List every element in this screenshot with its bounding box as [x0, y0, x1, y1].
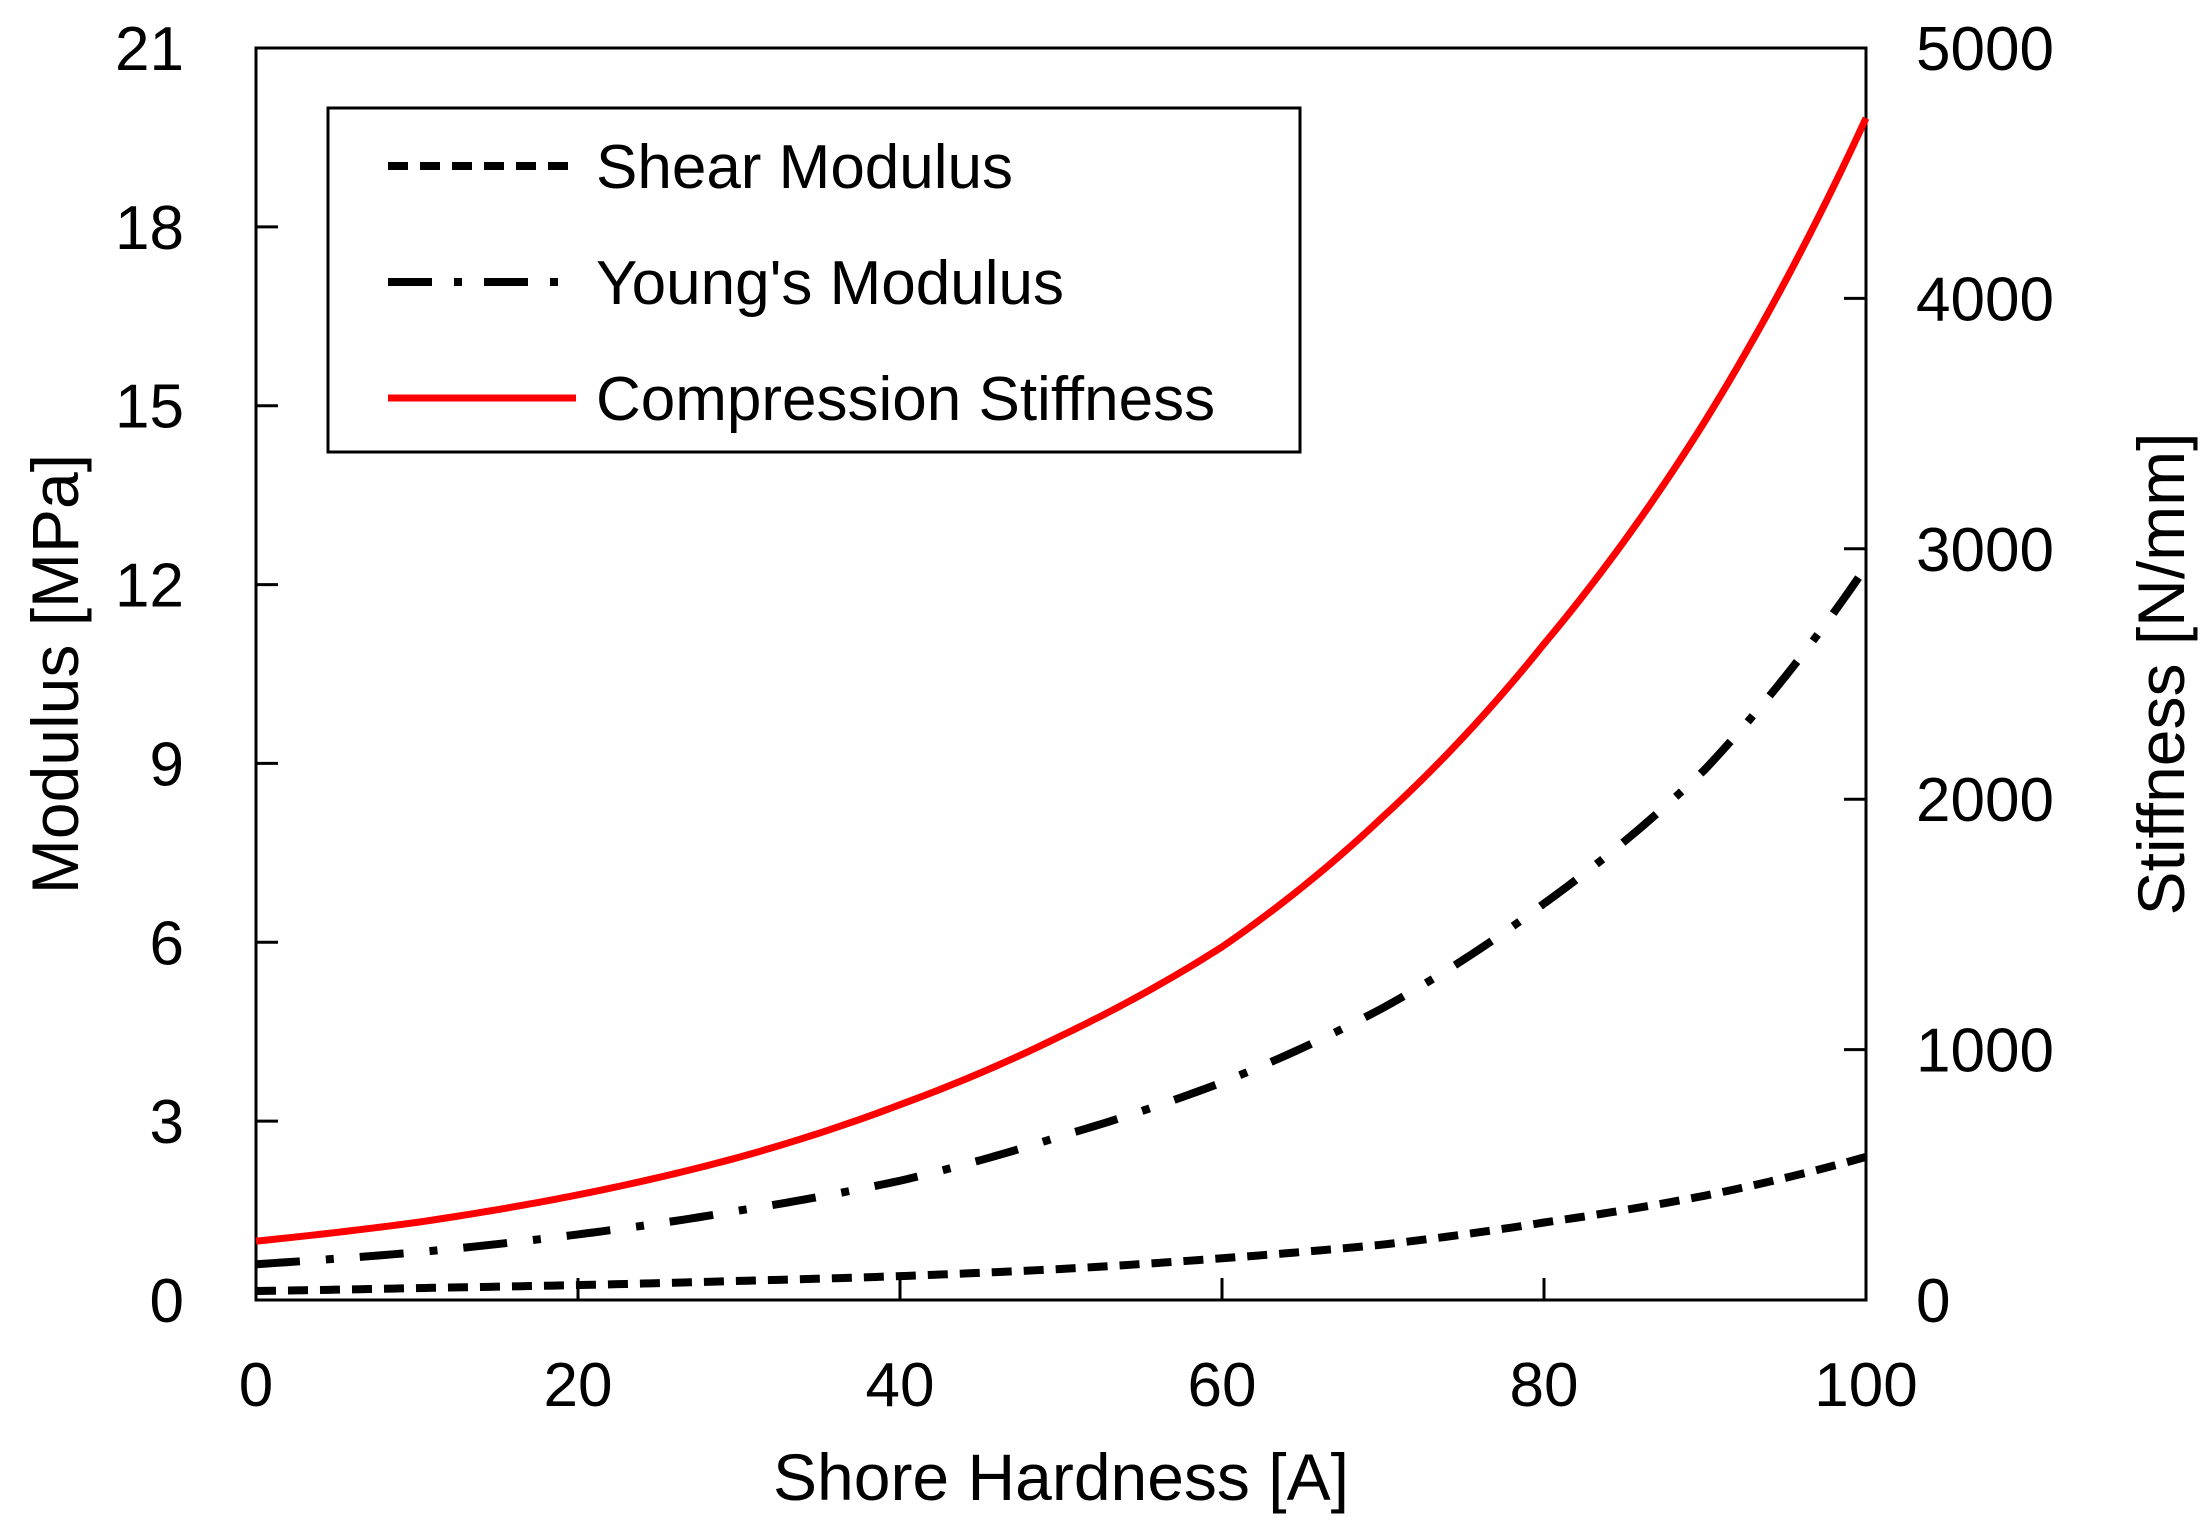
- x-tick-label: 40: [866, 1351, 935, 1420]
- y-tick-label: 12: [115, 552, 184, 621]
- y2-tick-label: 3000: [1916, 516, 2054, 585]
- y-tick-label: 0: [150, 1267, 184, 1336]
- legend-label-young-s-modulus: Young's Modulus: [596, 249, 1064, 318]
- y-axis-title: Modulus [MPa]: [18, 454, 92, 894]
- y-tick-label: 18: [115, 194, 184, 263]
- plot-frame: [254, 46, 1868, 1302]
- x-tick-label: 0: [239, 1351, 273, 1420]
- series-line-shear-modulus: [255, 1153, 1868, 1296]
- series-line-young-s-modulus: [255, 564, 1870, 1269]
- y-tick-label: 9: [150, 730, 184, 799]
- x-tick-label: 20: [544, 1351, 613, 1420]
- ticks-group: 0 20 40 60 80 1000369121518210100020003000400…: [115, 15, 2054, 1420]
- series-group: [255, 116, 1870, 1296]
- y-tick-label: 15: [115, 373, 184, 442]
- y2-tick-label: 4000: [1916, 265, 2054, 334]
- legend: Shear Modulus Young's Modulus Compression …: [326, 106, 1302, 454]
- series-line-compression-stiffness: [255, 116, 1870, 1245]
- legend-label-shear-modulus: Shear Modulus: [596, 133, 1013, 202]
- y2-tick-label: 0: [1916, 1267, 1950, 1336]
- y-tick-label: 3: [150, 1088, 184, 1157]
- y2-tick-label: 2000: [1916, 766, 2054, 835]
- x-tick-label: 100: [1814, 1351, 1917, 1420]
- legend-label-compression-stiffness: Compression Stiffness: [596, 365, 1215, 434]
- y2-tick-label: 1000: [1916, 1017, 2054, 1086]
- y-tick-label: 6: [150, 909, 184, 978]
- y2-tick-label: 5000: [1916, 15, 2054, 84]
- x-axis-title: Shore Hardness [A]: [773, 1440, 1349, 1514]
- x-tick-label: 60: [1188, 1351, 1257, 1420]
- y2-axis-title: Stiffness [N/mm]: [2124, 433, 2198, 916]
- y-tick-label: 21: [115, 15, 184, 84]
- x-tick-label: 80: [1510, 1351, 1579, 1420]
